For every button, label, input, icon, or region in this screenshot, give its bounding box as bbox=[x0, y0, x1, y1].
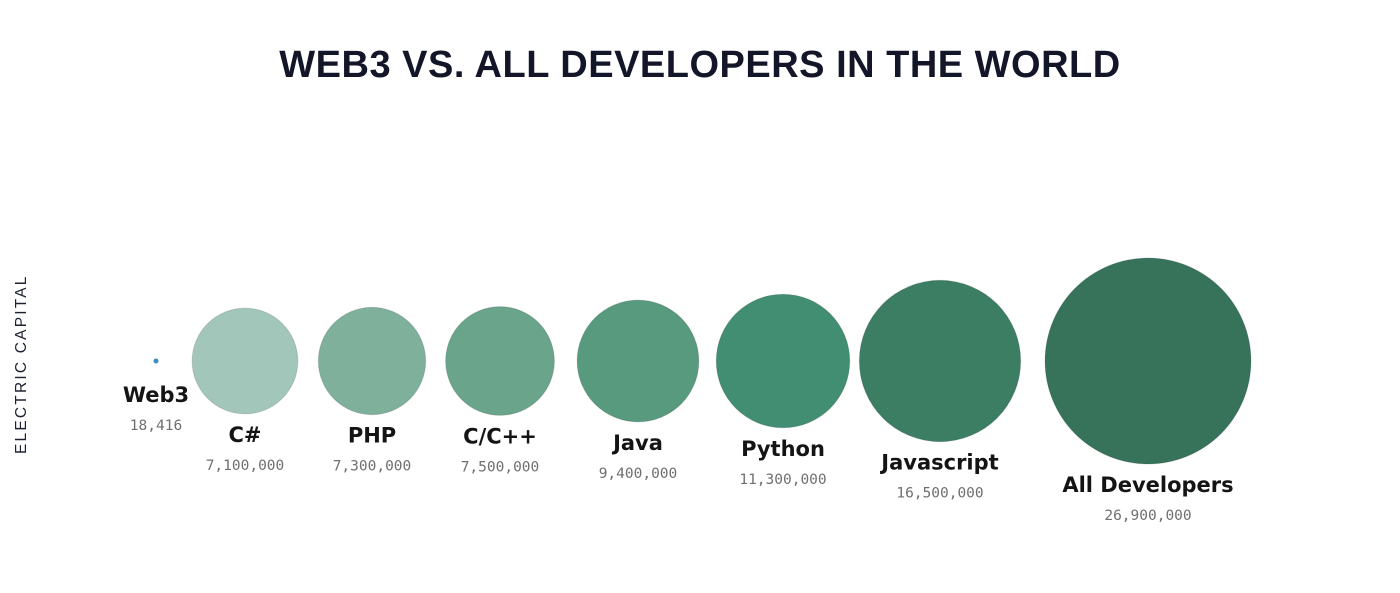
bubble-c-cplusplus bbox=[445, 306, 555, 416]
bubble-label-all-developers: All Developers bbox=[1062, 473, 1233, 497]
bubble-group-all-developers: All Developers 26,900,000 bbox=[1044, 257, 1252, 524]
bubble-javascript bbox=[858, 279, 1022, 443]
bubble-php bbox=[317, 306, 427, 416]
bubble-label-c-cplusplus: C/C++ bbox=[463, 424, 537, 448]
bubble-group-python: Python 11,300,000 bbox=[715, 293, 851, 488]
bubble-label-php: PHP bbox=[348, 424, 396, 448]
bubble-label-csharp: C# bbox=[228, 423, 261, 447]
chart-title: WEB3 VS. ALL DEVELOPERS IN THE WORLD bbox=[279, 44, 1121, 86]
bubble-value-java: 9,400,000 bbox=[599, 466, 678, 482]
bubble-value-csharp: 7,100,000 bbox=[206, 458, 285, 474]
bubble-value-web3: 18,416 bbox=[130, 418, 182, 434]
bubble-group-java: Java 9,400,000 bbox=[576, 299, 700, 482]
bubble-label-web3: Web3 bbox=[123, 383, 189, 407]
bubble-all-developers bbox=[1044, 257, 1252, 465]
bubble-value-javascript: 16,500,000 bbox=[896, 486, 983, 502]
bubble-value-c-cplusplus: 7,500,000 bbox=[461, 459, 540, 475]
bubble-group-c-cplusplus: C/C++ 7,500,000 bbox=[445, 306, 555, 475]
bubble-web3 bbox=[153, 358, 159, 364]
bubble-value-python: 11,300,000 bbox=[739, 472, 826, 488]
bubble-java bbox=[576, 299, 700, 423]
bubble-python bbox=[715, 293, 851, 429]
bubble-value-php: 7,300,000 bbox=[333, 459, 412, 475]
bubble-group-javascript: Javascript 16,500,000 bbox=[858, 279, 1022, 502]
bubble-label-python: Python bbox=[741, 437, 825, 461]
bubble-group-web3: Web3 18,416 bbox=[123, 358, 189, 434]
bubble-label-javascript: Javascript bbox=[879, 451, 998, 475]
bubble-csharp bbox=[191, 307, 299, 415]
bubble-value-all-developers: 26,900,000 bbox=[1104, 508, 1191, 524]
bubble-label-java: Java bbox=[611, 431, 663, 455]
bubble-group-php: PHP 7,300,000 bbox=[317, 306, 427, 475]
bubble-group-csharp: C# 7,100,000 bbox=[191, 307, 299, 474]
